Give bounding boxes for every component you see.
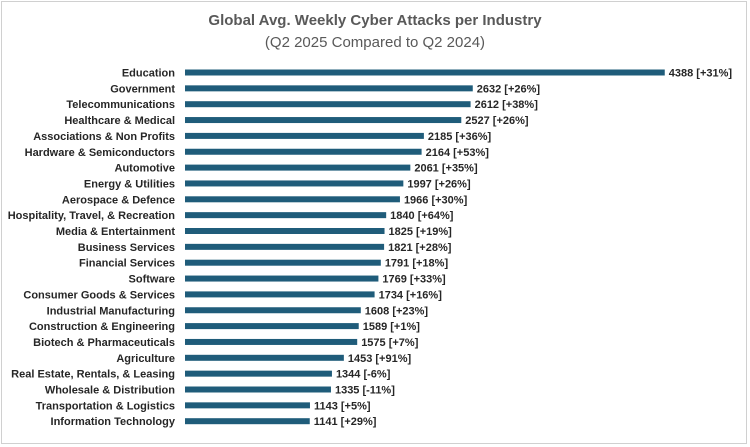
category-label: Agriculture (116, 353, 175, 365)
bar (185, 402, 310, 409)
data-label: 2061 [+35%] (414, 163, 478, 175)
bar (185, 212, 387, 219)
data-label: 2612 [+38%] (475, 99, 539, 111)
data-label: 2632 [+26%] (477, 83, 541, 95)
category-label: Construction & Engineering (29, 321, 175, 333)
data-label: 2164 [+53%] (426, 147, 490, 159)
data-label: 1966 [+30%] (404, 194, 468, 206)
bar (185, 243, 385, 250)
bar (185, 418, 310, 425)
category-label: Automotive (115, 163, 176, 175)
category-label: Software (129, 274, 175, 286)
bar (185, 196, 400, 203)
bar (185, 275, 379, 282)
bar (185, 323, 359, 330)
category-label: Telecommunications (66, 99, 175, 111)
data-label: 1453 [+91%] (348, 353, 412, 365)
data-label: 1143 [+5%] (314, 400, 371, 412)
data-label: 1769 [+33%] (382, 274, 446, 286)
category-label: Education (122, 68, 175, 80)
category-label: Information Technology (51, 416, 176, 428)
data-label: 1335 [-11%] (335, 385, 395, 397)
data-label: 1589 [+1%] (363, 321, 421, 333)
category-label: Associations & Non Profits (33, 131, 175, 143)
data-label: 1840 [+64%] (390, 210, 454, 222)
bar (185, 148, 422, 155)
bar (185, 338, 358, 345)
bar (185, 117, 462, 124)
bar (185, 101, 471, 108)
category-label: Aerospace & Defence (62, 194, 175, 206)
data-label: 1734 [+16%] (379, 289, 443, 301)
category-label: Media & Entertainment (56, 226, 176, 238)
data-label: 1608 [+23%] (365, 305, 429, 317)
data-label: 2185 [+36%] (428, 131, 492, 143)
category-label: Consumer Goods & Services (23, 289, 175, 301)
category-label: Business Services (78, 242, 175, 254)
data-label: 1825 [+19%] (389, 226, 453, 238)
category-label: Wholesale & Distribution (45, 385, 175, 397)
bar (185, 180, 404, 187)
chart-subtitle: (Q2 2025 Compared to Q2 2024) (264, 34, 486, 51)
bar (185, 386, 331, 393)
category-label: Real Estate, Rentals, & Leasing (11, 369, 175, 381)
bar (185, 85, 473, 92)
data-label: 1997 [+26%] (407, 178, 471, 190)
category-label: Transportation & Logistics (36, 400, 175, 412)
data-label: 1141 [+29%] (314, 416, 377, 428)
category-label: Energy & Utilities (84, 178, 175, 190)
bar (185, 69, 665, 76)
data-label: 1344 [-6%] (336, 369, 391, 381)
bar (185, 228, 385, 234)
bar (185, 164, 411, 171)
bar (185, 259, 381, 266)
category-label: Financial Services (79, 258, 175, 270)
category-label: Biotech & Pharmaceuticals (33, 337, 175, 349)
chart-title: Global Avg. Weekly Cyber Attacks per Ind… (208, 12, 542, 29)
data-label: 1821 [+28%] (388, 242, 452, 254)
bar (185, 291, 375, 298)
bar (185, 132, 424, 139)
category-label: Government (110, 83, 175, 95)
data-label: 2527 [+26%] (465, 115, 529, 127)
category-label: Hospitality, Travel, & Recreation (8, 210, 176, 222)
category-label: Industrial Manufacturing (47, 305, 175, 317)
category-label: Healthcare & Medical (64, 115, 175, 127)
data-label: 4388 [+31%] (669, 68, 733, 80)
bar (185, 354, 344, 361)
data-label: 1575 [+7%] (361, 337, 419, 349)
category-label: Hardware & Semiconductors (25, 147, 175, 159)
bar (185, 307, 361, 314)
bar (185, 370, 332, 377)
data-label: 1791 [+18%] (385, 258, 449, 270)
